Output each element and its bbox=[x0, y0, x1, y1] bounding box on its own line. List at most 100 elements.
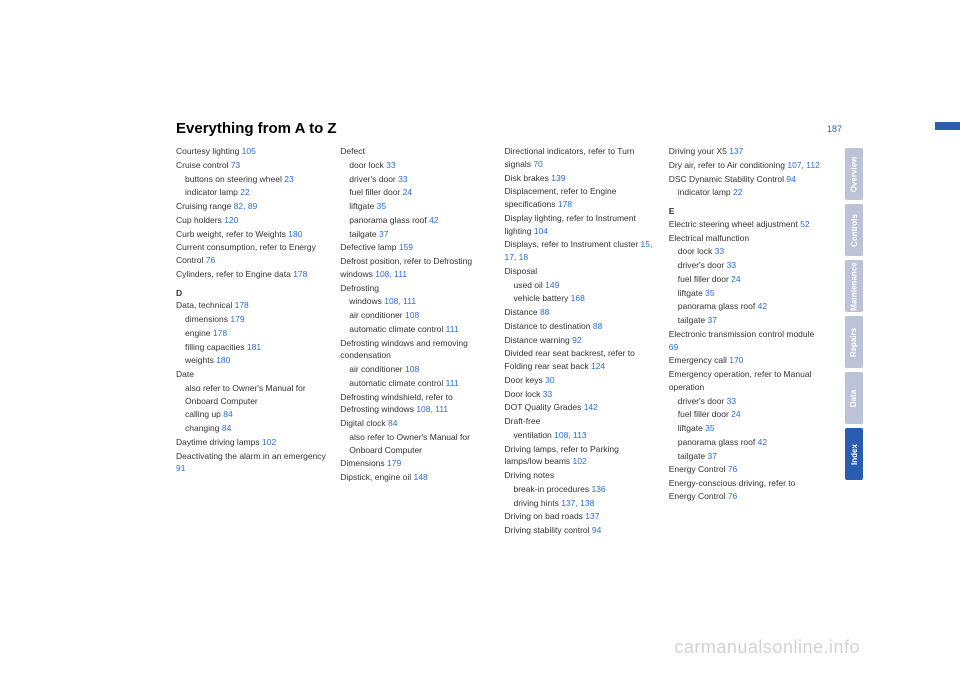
page-reference[interactable]: 137 bbox=[585, 511, 599, 521]
tab-overview[interactable]: Overview bbox=[845, 148, 863, 200]
page-reference[interactable]: 108, 111 bbox=[416, 404, 448, 414]
page-reference[interactable]: 33 bbox=[715, 246, 724, 256]
page-reference[interactable]: 37 bbox=[379, 229, 388, 239]
index-columns: Courtesy lighting 105Cruise control 73bu… bbox=[176, 145, 821, 538]
page-reference[interactable]: 35 bbox=[705, 288, 714, 298]
tab-controls[interactable]: Controls bbox=[845, 204, 863, 256]
page-reference[interactable]: 102 bbox=[262, 437, 276, 447]
page-reference[interactable]: 137, 138 bbox=[561, 498, 594, 508]
page-reference[interactable]: 178 bbox=[293, 269, 307, 279]
page-reference[interactable]: 181 bbox=[247, 342, 261, 352]
page-reference[interactable]: 92 bbox=[572, 335, 581, 345]
page-reference[interactable]: 108, 111 bbox=[384, 296, 416, 306]
page-reference[interactable]: 22 bbox=[240, 187, 249, 197]
entry-text: air conditioner bbox=[349, 364, 405, 374]
page-reference[interactable]: 178 bbox=[235, 300, 249, 310]
index-entry: Date bbox=[176, 368, 328, 381]
index-entry: Defrosting windows and removing condensa… bbox=[340, 337, 492, 363]
page-reference[interactable]: 179 bbox=[387, 458, 401, 468]
index-entry: Cruise control 73 bbox=[176, 159, 328, 172]
page-reference[interactable]: 159 bbox=[399, 242, 413, 252]
index-entry: liftgate 35 bbox=[669, 287, 821, 300]
entry-text: panorama glass roof bbox=[678, 301, 758, 311]
page-reference[interactable]: 148 bbox=[413, 472, 427, 482]
index-entry: Current consumption, refer to Energy Con… bbox=[176, 241, 328, 267]
page-reference[interactable]: 111 bbox=[446, 378, 459, 388]
page-reference[interactable]: 37 bbox=[708, 315, 717, 325]
page-reference[interactable]: 84 bbox=[223, 409, 232, 419]
page-reference[interactable]: 124 bbox=[591, 361, 605, 371]
index-entry: Electric steering wheel adjustment 52 bbox=[669, 218, 821, 231]
page-reference[interactable]: 179 bbox=[230, 314, 244, 324]
index-entry: air conditioner 108 bbox=[340, 363, 492, 376]
page-reference[interactable]: 84 bbox=[388, 418, 397, 428]
page-reference[interactable]: 30 bbox=[545, 375, 554, 385]
page-reference[interactable]: 76 bbox=[206, 255, 215, 265]
page-reference[interactable]: 37 bbox=[708, 451, 717, 461]
page-reference[interactable]: 178 bbox=[558, 199, 572, 209]
page-reference[interactable]: 88 bbox=[540, 307, 549, 317]
page-reference[interactable]: 24 bbox=[403, 187, 412, 197]
page-reference[interactable]: 33 bbox=[398, 174, 407, 184]
page-reference[interactable]: 94 bbox=[786, 174, 795, 184]
index-column: Driving your X5 137Dry air, refer to Air… bbox=[669, 145, 821, 538]
page-reference[interactable]: 102 bbox=[573, 456, 587, 466]
page-reference[interactable]: 108, 113 bbox=[554, 430, 586, 440]
page-reference[interactable]: 107, 112 bbox=[787, 160, 819, 170]
page-reference[interactable]: 33 bbox=[727, 396, 736, 406]
page-reference[interactable]: 142 bbox=[584, 402, 598, 412]
page-reference[interactable]: 23 bbox=[284, 174, 293, 184]
page-reference[interactable]: 33 bbox=[543, 389, 552, 399]
page-reference[interactable]: 170 bbox=[729, 355, 743, 365]
page-reference[interactable]: 108 bbox=[405, 364, 419, 374]
tab-maintenance[interactable]: Maintenance bbox=[845, 260, 863, 312]
page-reference[interactable]: 22 bbox=[733, 187, 742, 197]
page-reference[interactable]: 180 bbox=[216, 355, 230, 365]
page-reference[interactable]: 42 bbox=[758, 301, 767, 311]
page-reference[interactable]: 108, 111 bbox=[375, 269, 407, 279]
page-reference[interactable]: 42 bbox=[429, 215, 438, 225]
page-reference[interactable]: 42 bbox=[758, 437, 767, 447]
tab-repairs[interactable]: Repairs bbox=[845, 316, 863, 368]
page-reference[interactable]: 82, 89 bbox=[234, 201, 258, 211]
page-reference[interactable]: 139 bbox=[551, 173, 565, 183]
page-reference[interactable]: 91 bbox=[176, 463, 185, 473]
entry-text: filling capacities bbox=[185, 342, 247, 352]
page-reference[interactable]: 69 bbox=[669, 342, 678, 352]
entry-text: break-in procedures bbox=[514, 484, 592, 494]
page-reference[interactable]: 70 bbox=[533, 159, 542, 169]
page-reference[interactable]: 73 bbox=[231, 160, 240, 170]
page-reference[interactable]: 168 bbox=[571, 293, 585, 303]
page-reference[interactable]: 136 bbox=[591, 484, 605, 494]
entry-text: Dipstick, engine oil bbox=[340, 472, 413, 482]
entry-text: ventilation bbox=[514, 430, 555, 440]
tab-index[interactable]: Index bbox=[845, 428, 863, 480]
page-reference[interactable]: 76 bbox=[728, 464, 737, 474]
index-entry: used oil 149 bbox=[505, 279, 657, 292]
index-entry: Driving lamps, refer to Parking lamps/lo… bbox=[505, 443, 657, 469]
page-reference[interactable]: 33 bbox=[727, 260, 736, 270]
page-reference[interactable]: 104 bbox=[534, 226, 548, 236]
page-reference[interactable]: 24 bbox=[731, 409, 740, 419]
page-reference[interactable]: 84 bbox=[222, 423, 231, 433]
page-reference[interactable]: 35 bbox=[705, 423, 714, 433]
page-reference[interactable]: 120 bbox=[224, 215, 238, 225]
entry-text: changing bbox=[185, 423, 222, 433]
page-reference[interactable]: 137 bbox=[729, 146, 743, 156]
page-reference[interactable]: 180 bbox=[288, 229, 302, 239]
page-reference[interactable]: 88 bbox=[593, 321, 602, 331]
page-reference[interactable]: 111 bbox=[446, 324, 459, 334]
entry-text: Daytime driving lamps bbox=[176, 437, 262, 447]
page-reference[interactable]: 178 bbox=[213, 328, 227, 338]
page-reference[interactable]: 52 bbox=[800, 219, 809, 229]
tab-data[interactable]: Data bbox=[845, 372, 863, 424]
page-reference[interactable]: 149 bbox=[545, 280, 559, 290]
page-reference[interactable]: 105 bbox=[242, 146, 256, 156]
page-reference[interactable]: 94 bbox=[592, 525, 601, 535]
entry-text: driving hints bbox=[514, 498, 562, 508]
page-reference[interactable]: 24 bbox=[731, 274, 740, 284]
page-reference[interactable]: 33 bbox=[386, 160, 395, 170]
page-reference[interactable]: 108 bbox=[405, 310, 419, 320]
page-reference[interactable]: 76 bbox=[728, 491, 737, 501]
page-reference[interactable]: 35 bbox=[377, 201, 386, 211]
